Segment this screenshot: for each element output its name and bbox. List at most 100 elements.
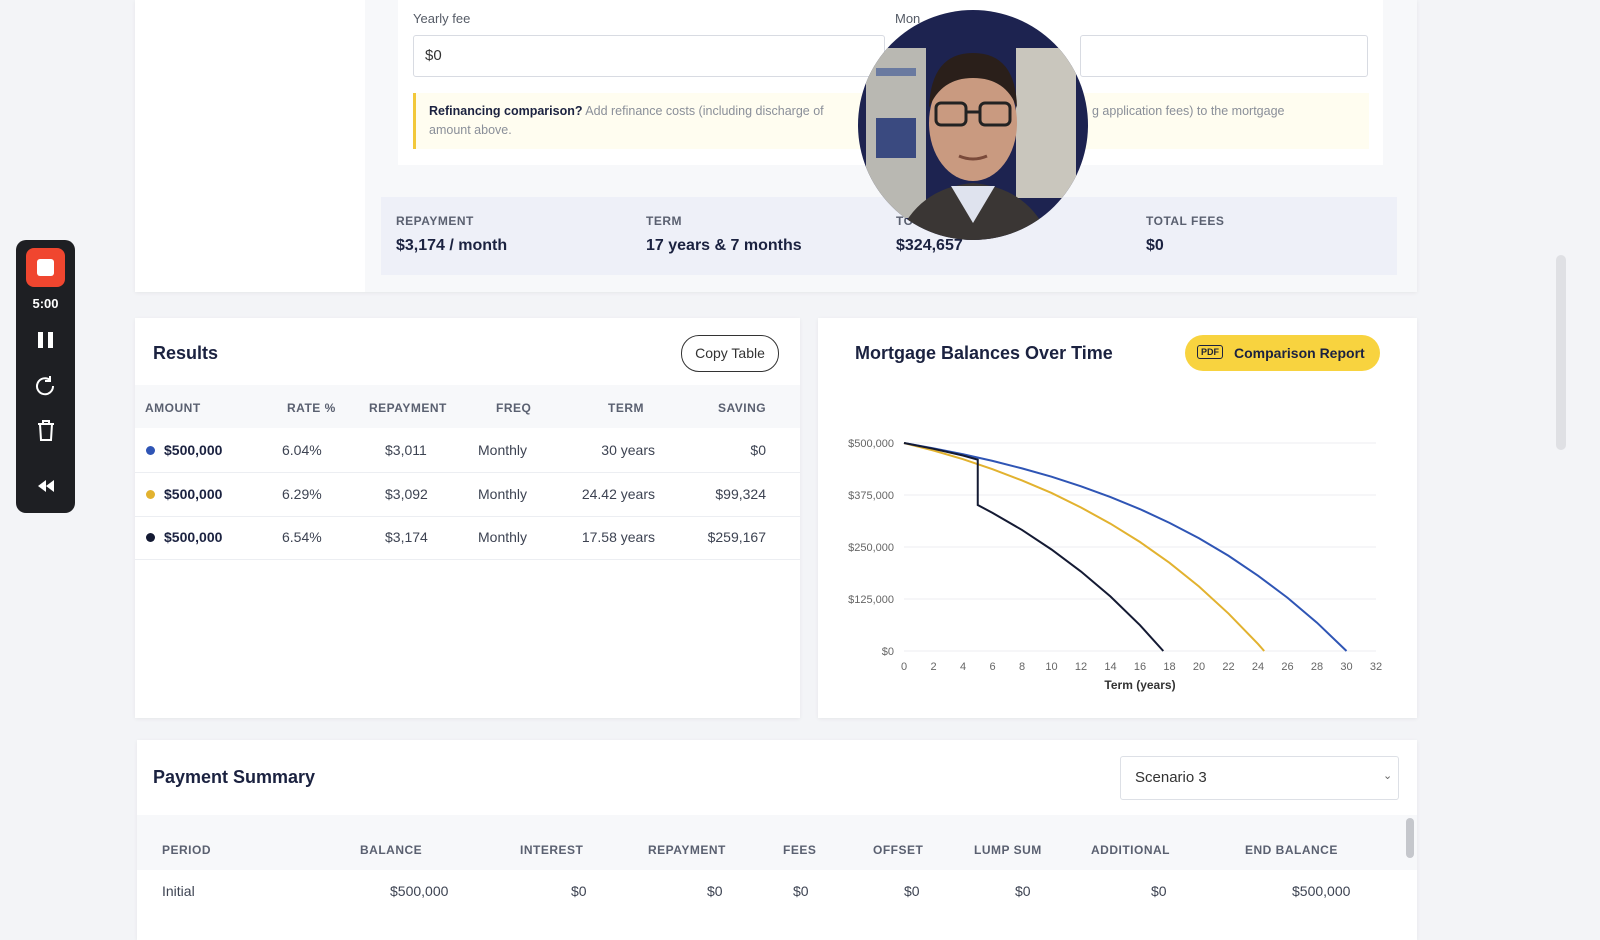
x-tick-label: 20 — [1193, 661, 1205, 673]
x-tick-label: 10 — [1045, 661, 1057, 673]
x-tick-label: 8 — [1019, 661, 1025, 673]
row-dot — [146, 489, 155, 499]
note-bold: Refinancing comparison? — [429, 104, 583, 118]
x-tick-label: 2 — [930, 661, 936, 673]
note-text: Add refinance costs (including discharge… — [585, 104, 824, 118]
table-header — [135, 385, 800, 428]
column-header: ADDITIONAL — [1091, 843, 1170, 857]
table-header — [137, 815, 1417, 870]
note-line: Refinancing comparison? Add refinance co… — [429, 104, 824, 118]
y-tick-label: $375,000 — [848, 490, 894, 502]
x-tick-label: 30 — [1340, 661, 1352, 673]
monthly-fee-label: Mon — [895, 11, 921, 26]
stop-button[interactable] — [26, 248, 65, 287]
column-header: FREQ — [496, 401, 532, 415]
payment-summary-card: Payment Summary Scenario 3 ⌄ PERIOD BALAN… — [137, 740, 1417, 940]
y-tick-label: $250,000 — [848, 542, 894, 554]
column-header: TERM — [608, 401, 644, 415]
balance-line — [903, 442, 1348, 652]
table-cell: Monthly — [478, 442, 528, 458]
chart: Term (years) $0 $125,000 $250,000 $375,000 $… — [848, 438, 1382, 692]
payment-summary-title: Payment Summary — [153, 767, 316, 787]
table-cell: $99,324 — [715, 485, 766, 502]
scenario-select[interactable]: Scenario 3 ⌄ — [1120, 756, 1399, 800]
summary-value: $0 — [1146, 237, 1164, 254]
table-cell: $3,092 — [385, 485, 428, 502]
x-tick-label: 16 — [1134, 661, 1146, 673]
comparison-report-button[interactable]: PDF Comparison Report — [1185, 335, 1380, 371]
chart-card: Mortgage Balances Over Time PDF Comparis… — [818, 318, 1417, 718]
table-cell: $0 — [1015, 883, 1031, 899]
column-header: PERIOD — [162, 843, 212, 857]
summary-label: TOTAL FEES — [1146, 214, 1225, 228]
summary-label: TERM — [646, 214, 682, 228]
recorder-toolbar: 5:00 — [16, 240, 75, 513]
monthly-fee-input[interactable] — [1080, 35, 1368, 77]
balance-line — [903, 442, 1165, 652]
column-header: OFFSET — [873, 843, 924, 857]
column-header: INTEREST — [520, 843, 584, 857]
x-tick-label: 18 — [1163, 661, 1175, 673]
stop-icon — [37, 259, 54, 276]
x-tick-label: 26 — [1281, 661, 1293, 673]
x-tick-label: 28 — [1311, 661, 1323, 673]
chart-title: Mortgage Balances Over Time — [855, 343, 1113, 363]
x-tick-label: 0 — [901, 661, 907, 673]
summary-value: $3,174 / month — [396, 237, 508, 254]
table-cell: $3,174 — [385, 529, 428, 545]
table-cell: $0 — [904, 883, 920, 899]
results-title: Results — [153, 343, 219, 363]
y-tick-label: $125,000 — [848, 594, 894, 606]
row-divider — [135, 472, 800, 473]
scrollbar[interactable] — [1406, 818, 1414, 858]
yearly-fee-input[interactable]: $0 — [413, 35, 885, 77]
recorder-icons — [36, 332, 55, 492]
table-cell: $0 — [750, 442, 766, 458]
restart-button[interactable] — [36, 376, 55, 396]
x-tick-label: 12 — [1075, 661, 1087, 673]
webcam-overlay — [858, 10, 1088, 240]
table-cell: $0 — [793, 883, 809, 899]
row-dot — [146, 446, 155, 455]
amount-cell: $500,000 — [164, 442, 223, 458]
column-header: BALANCE — [360, 843, 423, 857]
column-header: REPAYMENT — [369, 401, 447, 415]
select-value: Scenario 3 — [1135, 769, 1207, 786]
delete-button[interactable] — [38, 420, 54, 441]
column-header: SAVING — [718, 401, 767, 415]
table-cell: $3,011 — [385, 442, 427, 458]
summary-label: REPAYMENT — [396, 214, 474, 228]
table-cell: 6.29% — [282, 485, 322, 502]
table-cell: 30 years — [601, 442, 655, 458]
page-scrollbar[interactable] — [1556, 255, 1566, 450]
table-cell: Monthly — [478, 529, 528, 545]
x-axis-label: Term (years) — [1104, 678, 1175, 692]
table-cell: $500,000 — [390, 883, 449, 899]
table-cell: $0 — [707, 883, 723, 899]
x-tick-label: 6 — [989, 661, 995, 673]
x-tick-label: 4 — [960, 661, 966, 673]
column-header: FEES — [783, 843, 817, 857]
results-card: Results Copy Table AMOUNT RATE % REPAYMENT… — [135, 318, 800, 718]
copy-table-button[interactable]: Copy Table — [681, 335, 779, 372]
x-tick-label: 14 — [1104, 661, 1116, 673]
column-header: REPAYMENT — [648, 843, 726, 857]
yearly-fee-value: $0 — [425, 47, 442, 64]
recorder-time: 5:00 — [32, 296, 59, 311]
table-cell: 6.04% — [282, 442, 322, 458]
table-cell: $0 — [571, 883, 587, 899]
row-divider — [135, 515, 800, 517]
note-text: amount above. — [429, 123, 512, 137]
pause-button[interactable] — [38, 332, 53, 348]
summary-value: $324,657 — [896, 237, 963, 254]
amount-cell: $500,000 — [164, 485, 223, 502]
table-cell: 17.58 years — [581, 529, 655, 545]
rewind-button[interactable] — [38, 480, 54, 492]
x-tick-label: 22 — [1222, 661, 1234, 673]
table-cell: $259,167 — [707, 529, 766, 545]
table-cell: Monthly — [478, 485, 528, 502]
y-tick-label: $500,000 — [848, 438, 894, 450]
balance-line — [903, 442, 1265, 652]
table-cell: 6.54% — [282, 529, 322, 545]
column-header: LUMP SUM — [974, 843, 1042, 857]
